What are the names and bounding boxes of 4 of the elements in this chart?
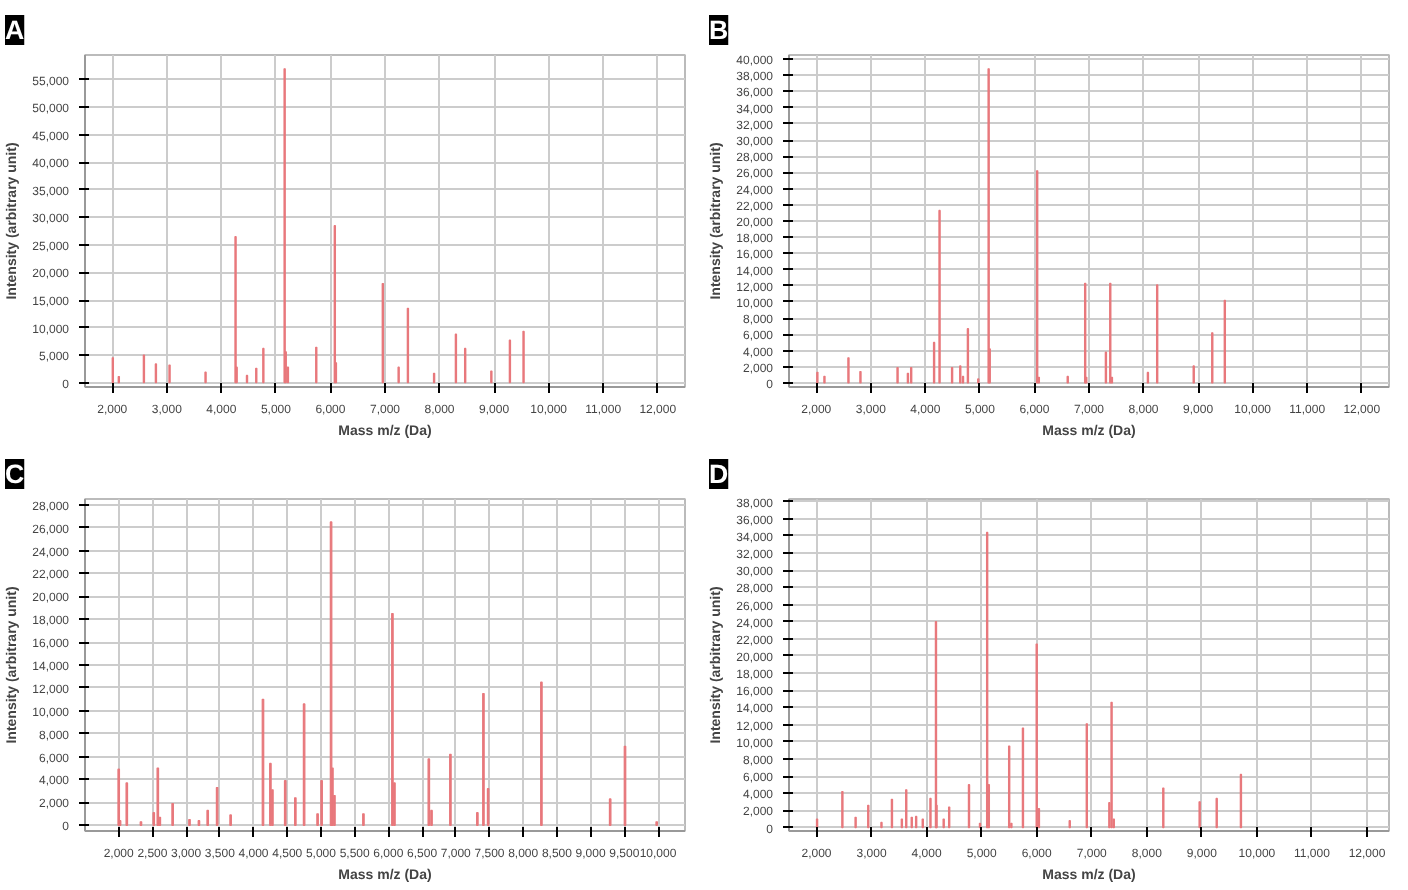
chart-title: D bbox=[709, 459, 729, 489]
chart-title: A bbox=[5, 15, 25, 45]
chart-title: C bbox=[5, 459, 25, 489]
chart-title: B bbox=[709, 15, 729, 45]
